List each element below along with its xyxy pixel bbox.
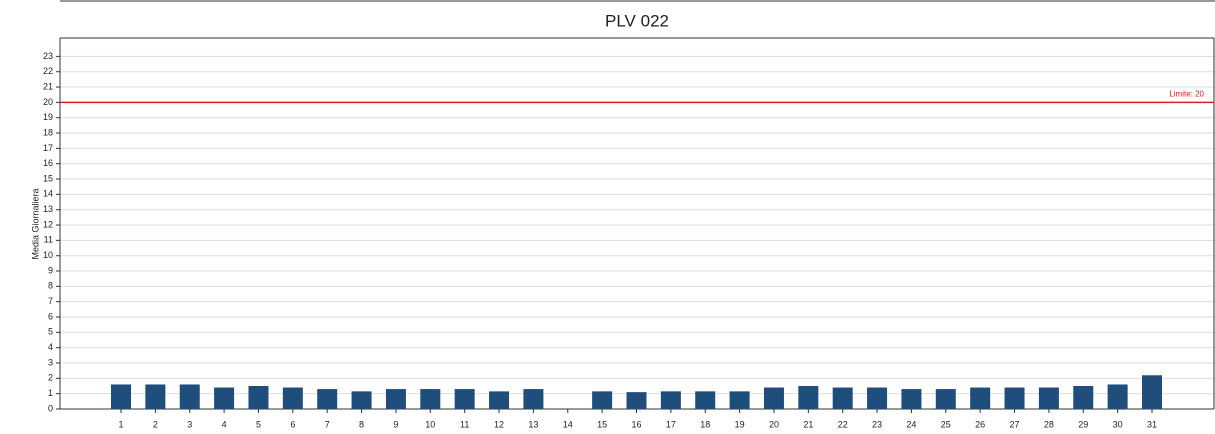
x-tick-label: 3 xyxy=(187,419,192,429)
x-tick-label: 9 xyxy=(393,419,398,429)
y-tick-label: 1 xyxy=(48,388,53,398)
y-tick-label: 14 xyxy=(43,189,53,199)
y-tick-label: 5 xyxy=(48,327,53,337)
threshold-label: Limite: 20 xyxy=(1169,89,1204,98)
bar xyxy=(1004,387,1025,409)
y-tick-label: 12 xyxy=(43,219,53,229)
x-tick-label: 21 xyxy=(803,419,813,429)
bar xyxy=(385,389,406,409)
chart-title: PLV 022 xyxy=(605,11,669,30)
y-tick-label: 19 xyxy=(43,112,53,122)
bar xyxy=(1038,387,1059,409)
y-tick-label: 16 xyxy=(43,158,53,168)
bar xyxy=(1107,384,1128,409)
bar xyxy=(351,391,372,409)
y-axis-label: Media Giornaliera xyxy=(30,188,40,259)
x-tick-label: 7 xyxy=(325,419,330,429)
x-tick-label: 23 xyxy=(872,419,882,429)
y-tick-label: 11 xyxy=(44,235,53,245)
bar xyxy=(970,387,991,409)
bar xyxy=(763,387,784,409)
bar xyxy=(1142,375,1162,409)
y-tick-label: 6 xyxy=(48,311,53,321)
x-tick-label: 29 xyxy=(1078,419,1088,429)
y-tick-label: 3 xyxy=(48,357,53,367)
bar xyxy=(489,391,510,409)
bar xyxy=(145,384,166,409)
x-tick-label: 28 xyxy=(1044,419,1054,429)
x-tick-label: 4 xyxy=(222,419,227,429)
x-tick-label: 31 xyxy=(1147,419,1157,429)
bar xyxy=(798,386,819,409)
x-tick-label: 14 xyxy=(563,419,573,429)
x-tick-label: 24 xyxy=(906,419,916,429)
bar xyxy=(420,389,441,409)
x-tick-label: 1 xyxy=(118,419,123,429)
x-tick-label: 10 xyxy=(425,419,435,429)
x-tick-label: 26 xyxy=(975,419,985,429)
x-tick-label: 11 xyxy=(460,419,469,429)
bar xyxy=(454,389,475,409)
bar xyxy=(248,386,269,409)
y-tick-label: 17 xyxy=(43,143,53,153)
y-tick-label: 10 xyxy=(43,250,53,260)
x-tick-label: 13 xyxy=(528,419,538,429)
y-tick-label: 22 xyxy=(43,66,53,76)
x-tick-label: 20 xyxy=(769,419,779,429)
bar xyxy=(935,389,956,409)
x-tick-label: 30 xyxy=(1113,419,1123,429)
x-tick-label: 19 xyxy=(735,419,745,429)
y-tick-label: 18 xyxy=(43,127,53,137)
bar xyxy=(179,384,200,409)
bar xyxy=(317,389,338,409)
y-tick-label: 4 xyxy=(48,342,53,352)
x-tick-label: 12 xyxy=(494,419,504,429)
y-tick-label: 8 xyxy=(48,281,53,291)
bar xyxy=(626,392,647,409)
bar xyxy=(729,391,750,409)
x-tick-label: 6 xyxy=(290,419,295,429)
x-tick-label: 5 xyxy=(256,419,261,429)
bar xyxy=(111,384,131,409)
y-tick-label: 23 xyxy=(43,51,53,61)
y-tick-label: 20 xyxy=(43,97,53,107)
x-tick-label: 16 xyxy=(631,419,641,429)
x-tick-label: 27 xyxy=(1010,419,1020,429)
bar xyxy=(282,387,303,409)
y-tick-label: 15 xyxy=(43,173,53,183)
y-tick-label: 7 xyxy=(48,296,53,306)
y-tick-label: 13 xyxy=(43,204,53,214)
bar xyxy=(214,387,235,409)
y-tick-label: 2 xyxy=(48,373,53,383)
bar xyxy=(660,391,681,409)
bar xyxy=(867,387,888,409)
y-tick-label: 9 xyxy=(48,265,53,275)
bar xyxy=(832,387,853,409)
x-tick-label: 25 xyxy=(941,419,951,429)
x-tick-label: 15 xyxy=(597,419,607,429)
bar xyxy=(1073,386,1094,409)
bar xyxy=(695,391,716,409)
x-tick-label: 2 xyxy=(153,419,158,429)
bar xyxy=(523,389,544,409)
bar xyxy=(901,389,922,409)
y-tick-label: 21 xyxy=(43,81,53,91)
x-tick-label: 22 xyxy=(838,419,848,429)
x-tick-label: 18 xyxy=(700,419,710,429)
x-tick-label: 8 xyxy=(359,419,364,429)
x-tick-label: 17 xyxy=(666,419,676,429)
y-tick-label: 0 xyxy=(48,403,53,413)
bar xyxy=(592,391,613,409)
